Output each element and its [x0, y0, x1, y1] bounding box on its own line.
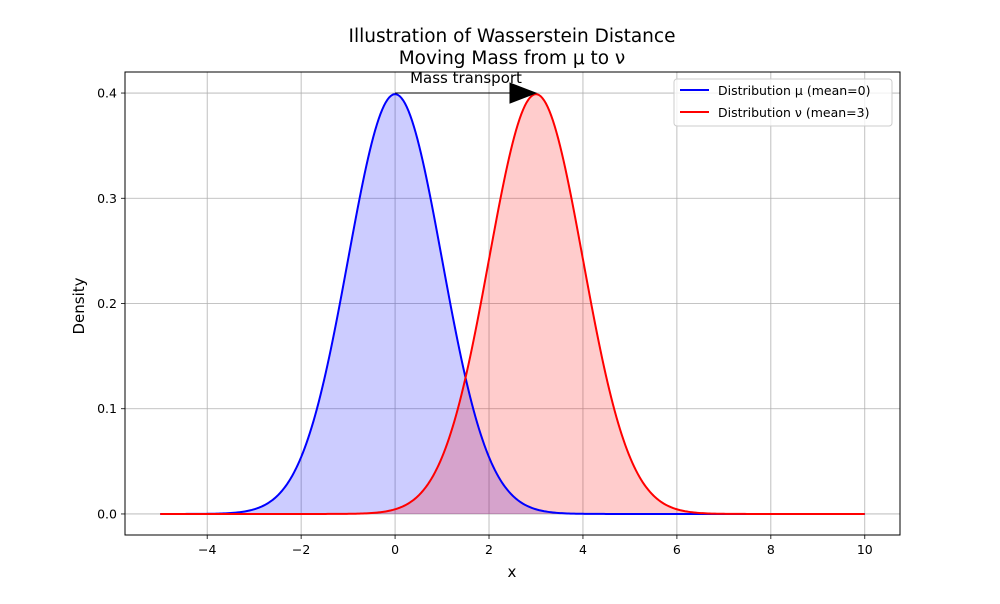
y-tick-label: 0.3	[97, 191, 117, 206]
x-tick-label: 10	[857, 542, 873, 557]
area-fill-mu	[160, 94, 865, 514]
annotation-layer	[395, 82, 538, 104]
legend-label-mu: Distribution μ (mean=0)	[718, 83, 870, 98]
legend-box	[673, 78, 893, 127]
y-axis-label: Density	[70, 277, 88, 334]
series-line-nu	[160, 93, 865, 515]
tick-layer: −4 −2 0 2 4 6 8 10 0.0 0.1 0.2 0.3 0.4	[97, 86, 873, 557]
x-tick-label: 6	[673, 542, 681, 557]
x-axis-label: x	[508, 563, 517, 581]
x-tick-label: 0	[391, 542, 399, 557]
annotation-label: Mass transport	[410, 69, 522, 87]
annotation-arrow-head	[509, 82, 538, 104]
y-tick-label: 0.1	[97, 401, 117, 416]
area-fill-layer	[160, 94, 865, 514]
x-tick-label: 2	[485, 542, 493, 557]
area-fill-nu	[160, 94, 865, 514]
series-line-layer	[160, 93, 865, 515]
legend-label-nu: Distribution ν (mean=3)	[718, 105, 869, 120]
chart-title: Illustration of Wasserstein Distance	[349, 26, 676, 47]
y-tick-label: 0.2	[97, 296, 117, 311]
x-tick-label: 4	[579, 542, 587, 557]
x-tick-label: 8	[767, 542, 775, 557]
x-tick-label: −2	[292, 542, 310, 557]
y-tick-label: 0.0	[97, 506, 117, 521]
chart-subtitle: Moving Mass from μ to ν	[399, 48, 626, 69]
x-tick-label: −4	[198, 542, 216, 557]
y-tick-label: 0.4	[97, 86, 117, 101]
legend: Distribution μ (mean=0) Distribution ν (…	[673, 78, 893, 127]
